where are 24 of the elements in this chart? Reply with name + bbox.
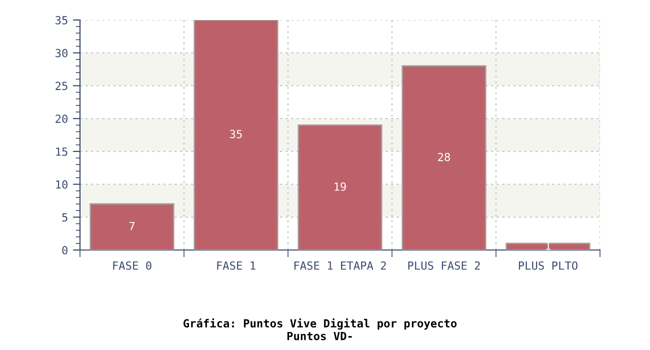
y-tick-label: 20: [56, 114, 68, 123]
x-tick-label: PLUS FASE 2: [408, 261, 480, 270]
bar: [194, 20, 278, 250]
bar: [298, 124, 382, 250]
bar: [506, 242, 590, 250]
y-tick-label: 35: [56, 16, 68, 24]
text: Gráfica: Puntos Vive Digital por proyecto: [184, 318, 457, 330]
data-label: 19: [334, 182, 346, 191]
bar: [90, 203, 174, 250]
data-label: 28: [438, 152, 450, 162]
x-tick-label: FASE 1: [217, 261, 256, 270]
x-tick-label: PLUS PLTO: [518, 261, 578, 270]
x-tick-label: FASE 1 ETAPA 2: [294, 261, 386, 270]
y-tick-label: 5: [62, 213, 68, 222]
bar: [402, 65, 486, 250]
y-tick-label: 25: [56, 82, 68, 90]
text: Puntos VD-: [287, 332, 352, 340]
x-tick-label: FASE 0: [113, 261, 152, 270]
data-label: 7: [129, 222, 135, 230]
y-tick-label: 30: [56, 48, 68, 58]
y-tick-label: 15: [56, 148, 68, 156]
y-tick-label: 10: [56, 180, 68, 189]
data-label: 35: [230, 130, 242, 138]
y-tick-label: 0: [62, 246, 68, 254]
